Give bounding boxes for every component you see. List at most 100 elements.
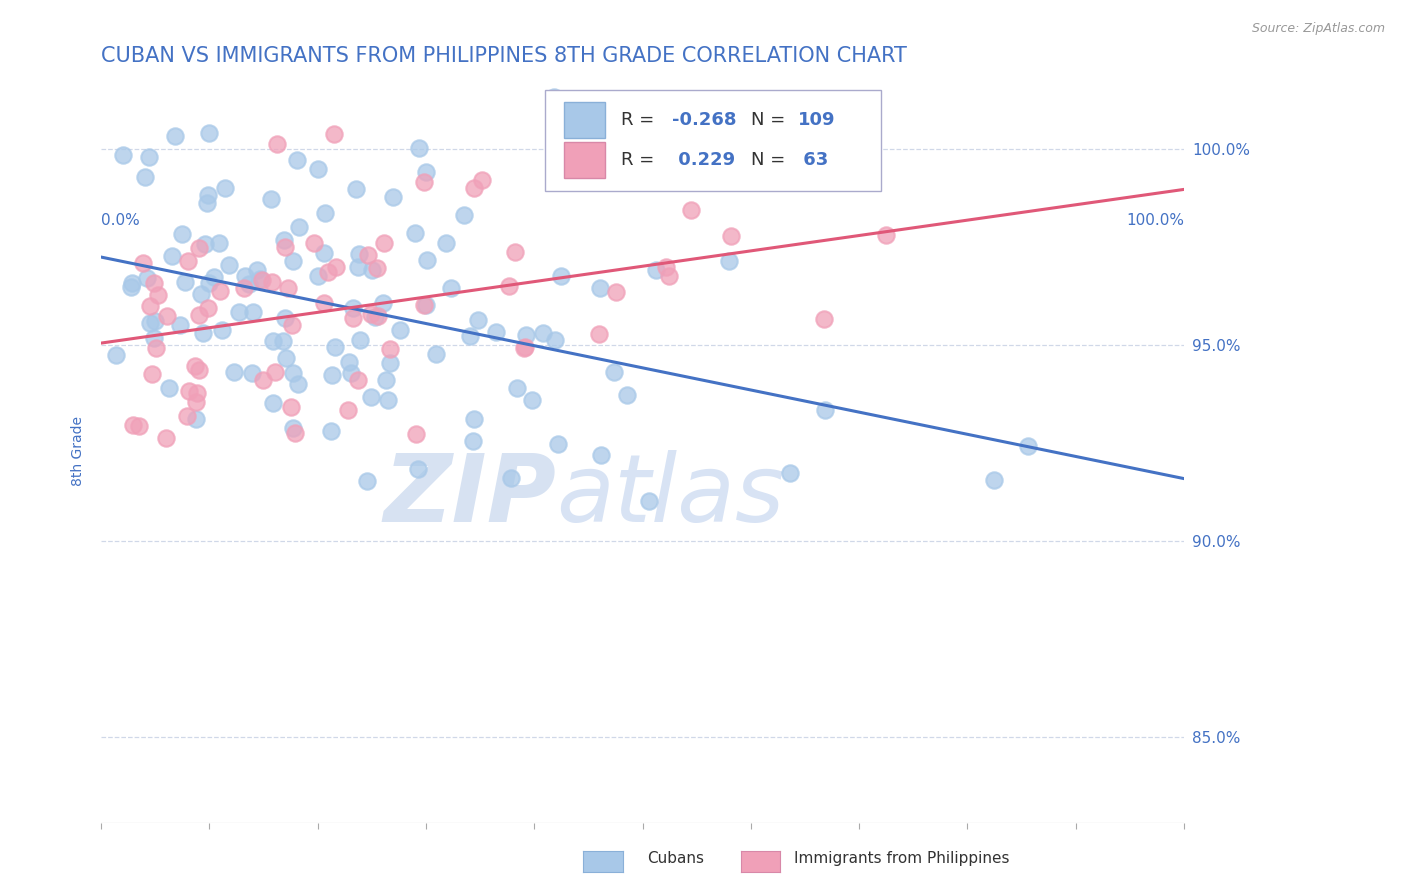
Point [544,333,567,347]
Point [505,244,527,259]
Text: CUBAN VS IMMIGRANTS FROM PHILIPPINES 8TH GRADE CORRELATION CHART: CUBAN VS IMMIGRANTS FROM PHILIPPINES 8TH… [101,46,907,66]
Point [214,181,236,195]
FancyBboxPatch shape [546,90,882,191]
Point [283,366,305,380]
Text: 63: 63 [797,151,828,169]
Point [347,373,370,387]
Point [266,137,288,152]
Point [312,246,335,260]
Point [307,269,329,284]
Point [717,254,740,268]
Point [357,247,380,261]
Point [413,298,436,312]
Point [378,343,401,357]
Point [377,392,399,407]
Point [139,316,162,330]
Point [302,235,325,250]
Point [342,301,364,315]
Point [389,323,412,337]
Point [515,327,537,342]
Point [323,340,346,354]
Text: -0.268: -0.268 [672,111,737,128]
Point [405,426,427,441]
Point [198,126,221,140]
Point [284,425,307,440]
Point [361,262,384,277]
Point [364,310,387,324]
Point [157,381,180,395]
Point [458,329,481,343]
Point [143,331,166,345]
Point [170,227,193,242]
Point [382,190,405,204]
Point [412,175,434,189]
Point [404,226,426,240]
FancyBboxPatch shape [564,142,605,178]
Point [138,150,160,164]
Point [260,192,283,206]
Point [132,255,155,269]
Point [342,311,364,326]
Text: 0.229: 0.229 [672,151,735,169]
Point [143,276,166,290]
Point [415,252,437,267]
Point [378,356,401,370]
Point [222,365,245,379]
Point [184,412,207,426]
Point [374,373,396,387]
Point [340,366,363,380]
Point [276,351,298,366]
Point [440,281,463,295]
Point [280,400,302,414]
Point [360,390,382,404]
Point [238,277,260,291]
Point [779,467,801,481]
Point [347,260,370,274]
Point [173,275,195,289]
Text: 109: 109 [797,111,835,128]
Point [373,235,395,250]
Point [463,412,485,426]
Text: ZIP: ZIP [384,450,555,541]
Point [197,187,219,202]
Point [263,334,285,348]
Text: Source: ZipAtlas.com: Source: ZipAtlas.com [1251,22,1385,36]
Point [240,367,263,381]
Point [637,494,659,508]
Point [814,403,837,417]
Point [176,409,198,423]
Point [245,263,267,277]
Point [273,240,295,254]
Point [194,237,217,252]
Point [467,313,489,327]
Point [408,141,430,155]
Point [344,181,367,195]
Y-axis label: 8th Grade: 8th Grade [72,417,86,486]
Point [209,285,232,299]
Point [156,309,179,323]
Point [319,425,342,439]
Point [658,268,681,283]
Point [139,299,162,313]
Point [281,318,304,333]
Point [498,279,520,293]
Point [463,434,485,448]
Point [186,385,208,400]
Text: Immigrants from Philippines: Immigrants from Philippines [794,851,1010,865]
Point [134,170,156,185]
Point [283,420,305,434]
Point [547,437,569,451]
Point [208,235,231,250]
Text: 0.0%: 0.0% [101,213,141,228]
Point [191,326,214,340]
Point [211,323,233,337]
Point [367,309,389,323]
Point [591,448,613,462]
Point [169,318,191,332]
Text: R =: R = [621,151,659,169]
Point [242,305,264,319]
Point [434,236,457,251]
Point [184,394,207,409]
Point [288,219,311,234]
Point [121,417,143,432]
